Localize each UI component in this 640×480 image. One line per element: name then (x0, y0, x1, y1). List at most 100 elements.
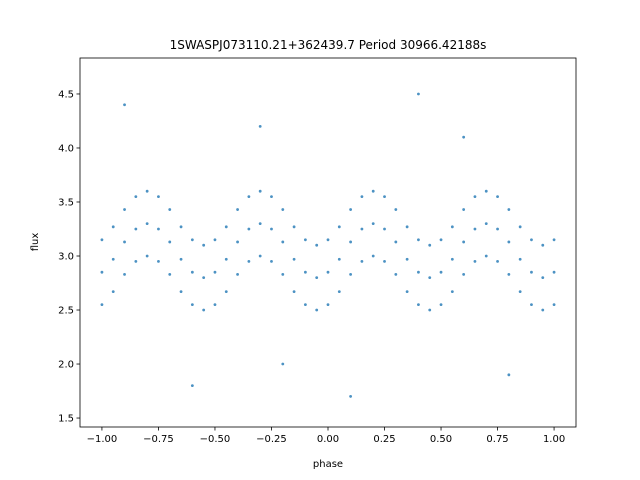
data-point (303, 238, 307, 242)
data-point (371, 189, 375, 193)
data-point (134, 227, 138, 231)
data-point (450, 225, 454, 229)
data-point (428, 308, 432, 312)
data-point (462, 135, 466, 139)
data-point (303, 303, 307, 307)
data-point (123, 272, 126, 276)
data-point (530, 238, 533, 242)
data-point (428, 276, 432, 280)
y-tick-label: 4.5 (58, 89, 74, 100)
data-point (518, 290, 522, 294)
y-axis-label: flux (30, 233, 41, 252)
data-point (258, 254, 262, 258)
data-point (303, 270, 307, 274)
data-point (552, 238, 556, 242)
y-tick-label: 2.0 (58, 360, 74, 371)
x-tick-label: −0.50 (200, 434, 231, 445)
data-point (123, 103, 126, 107)
data-point (258, 189, 262, 193)
data-point (224, 225, 228, 229)
data-point (417, 92, 420, 96)
data-point (134, 260, 138, 263)
data-point (394, 272, 398, 276)
data-point (258, 124, 262, 128)
data-point (100, 270, 104, 274)
data-point (179, 257, 183, 261)
data-point (371, 254, 375, 258)
data-point (450, 257, 454, 261)
data-point (462, 240, 466, 244)
data-point (337, 225, 341, 229)
data-point (247, 227, 251, 231)
data-point (349, 272, 353, 276)
x-tick-label: −0.75 (143, 434, 174, 445)
data-point (190, 384, 194, 388)
data-point (394, 240, 398, 244)
data-point (383, 227, 386, 231)
data-point (405, 225, 409, 229)
data-point (496, 227, 499, 231)
data-point (292, 290, 296, 294)
data-point (224, 257, 228, 261)
data-point (190, 270, 194, 274)
data-point (462, 208, 466, 211)
data-point (518, 257, 522, 261)
data-point (507, 208, 511, 211)
data-point (484, 254, 488, 258)
data-point (111, 225, 115, 229)
data-point (383, 195, 386, 198)
data-point (450, 290, 454, 294)
y-tick-label: 4.0 (58, 143, 74, 154)
data-point (439, 238, 443, 242)
data-point (371, 222, 375, 225)
x-tick-label: −0.25 (256, 434, 287, 445)
data-point (552, 270, 556, 274)
data-point (383, 260, 386, 263)
data-point (236, 208, 239, 211)
data-point (349, 240, 353, 244)
data-point (428, 243, 432, 247)
data-point (213, 270, 217, 274)
data-point (179, 225, 183, 229)
data-point (417, 303, 420, 307)
data-point (473, 227, 477, 231)
x-tick-label: 0.75 (486, 434, 508, 445)
data-point (552, 303, 556, 307)
x-axis-label: phase (313, 459, 343, 470)
data-point (292, 257, 296, 261)
data-point (168, 272, 172, 276)
data-point (168, 208, 172, 211)
data-point (145, 254, 149, 258)
data-point (202, 308, 206, 312)
data-point (394, 208, 398, 211)
y-tick-label: 3.0 (58, 252, 74, 263)
data-point (360, 260, 364, 263)
data-point (349, 208, 353, 211)
data-point (123, 208, 126, 211)
data-point (179, 290, 183, 294)
data-point (360, 227, 364, 231)
data-point (213, 303, 217, 307)
data-point (405, 257, 409, 261)
data-point (224, 290, 228, 294)
data-point (270, 195, 273, 198)
data-point (145, 189, 149, 193)
data-point (337, 257, 341, 261)
data-point (484, 189, 488, 193)
data-point (292, 225, 296, 229)
data-point (100, 303, 104, 307)
data-point (405, 290, 409, 294)
data-point (315, 308, 319, 312)
data-point (315, 276, 319, 280)
data-point (190, 238, 194, 242)
data-point (530, 303, 533, 307)
data-point (473, 195, 477, 198)
data-point (439, 303, 443, 307)
x-tick-label: 0.25 (373, 434, 395, 445)
data-point (507, 272, 511, 276)
data-point (439, 270, 443, 274)
data-point (157, 227, 160, 231)
data-point (496, 260, 499, 263)
data-point (360, 195, 364, 198)
